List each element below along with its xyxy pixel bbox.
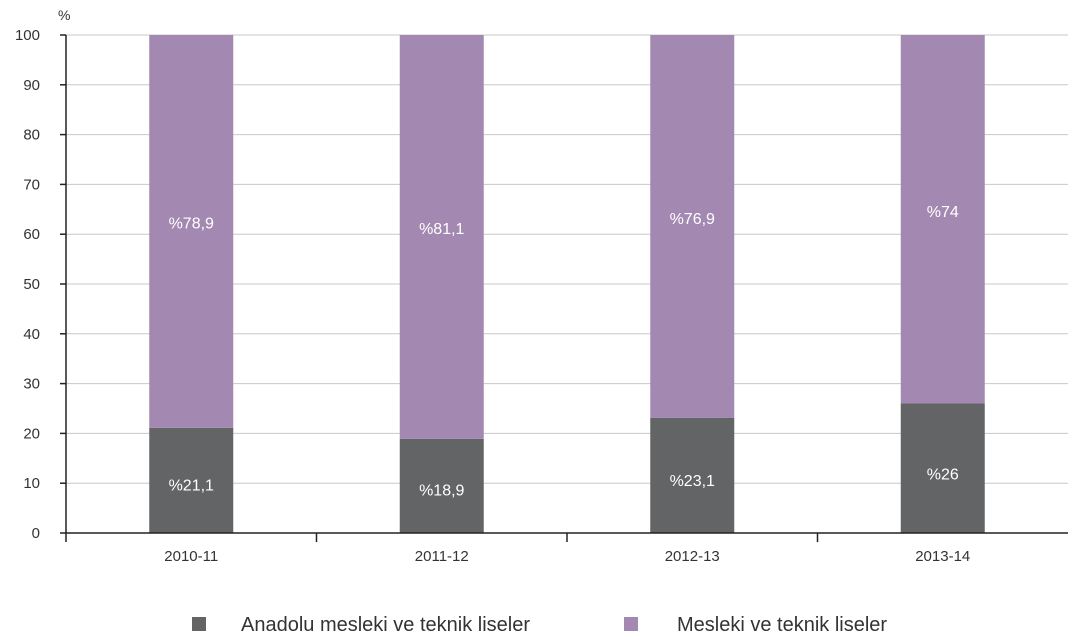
x-tick-label: 2011-12	[415, 548, 469, 565]
y-axis-ticks: 0 10 20 30 40 50 60 70 80 90 100	[15, 27, 40, 542]
x-tick-label: 2010-11	[164, 548, 218, 565]
bar-segment-anadolu	[399, 438, 484, 533]
y-tick-label: 50	[23, 276, 40, 293]
data-label: %23,1	[670, 473, 715, 490]
y-tick-label: 0	[32, 525, 40, 542]
x-tick-label: 2012-13	[665, 548, 720, 565]
x-tick-label: 2013-14	[915, 548, 970, 565]
bar-segment-anadolu	[900, 403, 985, 533]
bar-segment-mesleki	[399, 35, 484, 439]
bar-segment-anadolu	[149, 427, 234, 533]
bar-segment-mesleki	[149, 35, 234, 428]
y-axis-unit-label: %	[58, 7, 70, 23]
data-label: %78,9	[169, 216, 214, 233]
legend-swatch-mesleki	[624, 617, 638, 631]
legend-label-anadolu: Anadolu mesleki ve teknik liseler	[241, 614, 530, 636]
y-tick-label: 60	[23, 226, 40, 243]
legend-label-mesleki: Mesleki ve teknik liseler	[677, 614, 887, 636]
y-tick-label: 40	[23, 326, 40, 343]
y-tick-label: 20	[23, 425, 40, 442]
bar-segment-mesleki	[900, 35, 985, 404]
legend-swatch-anadolu	[192, 617, 206, 631]
data-label: %74	[927, 204, 959, 221]
x-axis-labels: 2010-11 2011-12 2012-13 2013-14	[164, 548, 970, 565]
bar-segment-anadolu	[650, 417, 735, 533]
data-label: %21,1	[169, 478, 214, 495]
y-tick-label: 100	[15, 27, 40, 44]
y-tick-label: 80	[23, 127, 40, 144]
y-tick-label: 90	[23, 77, 40, 94]
data-label: %81,1	[419, 221, 464, 238]
data-label: %26	[927, 467, 959, 484]
legend: Anadolu mesleki ve teknik liseler Meslek…	[192, 614, 887, 636]
bars: %21,1 %78,9 %18,9 %81,1 %23,1 %76,9 %26 %74	[149, 35, 985, 533]
y-tick-label: 30	[23, 376, 40, 393]
y-tick-label: 10	[23, 475, 40, 492]
axes	[60, 34, 1068, 542]
y-tick-label: 70	[23, 176, 40, 193]
data-label: %18,9	[419, 483, 464, 500]
bar-segment-mesleki	[650, 35, 735, 418]
data-label: %76,9	[670, 211, 715, 228]
